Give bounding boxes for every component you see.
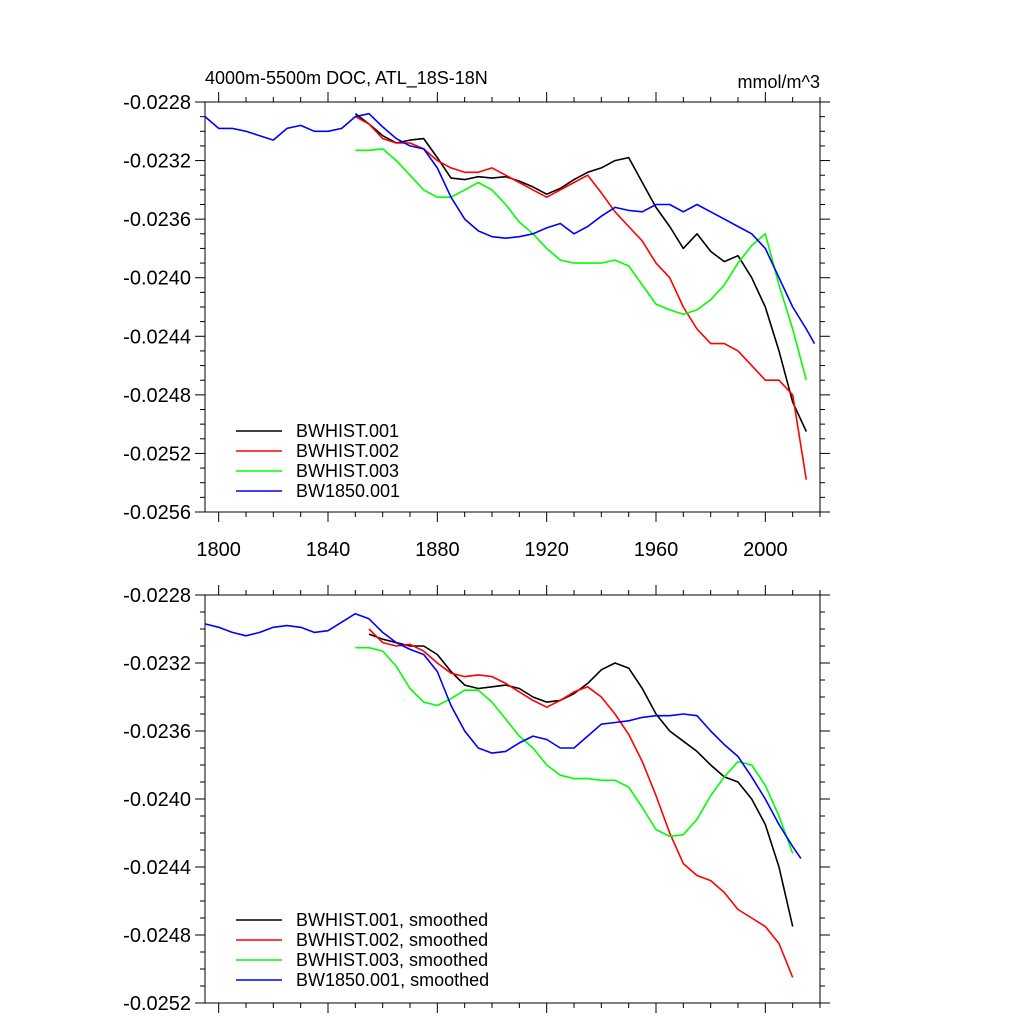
chart-units: mmol/m^3 [738, 72, 820, 92]
x-tick-label: 1880 [415, 539, 460, 561]
y-tick-label: -0.0252 [123, 443, 191, 465]
legend-label: BWHIST.002 [296, 441, 399, 461]
series-line-3 [355, 148, 808, 381]
series-line-3 [355, 646, 794, 854]
series-line-2 [354, 115, 808, 480]
legend-label: BWHIST.003, smoothed [296, 950, 488, 970]
series-line-4 [204, 612, 802, 859]
y-tick-label: -0.0244 [123, 326, 191, 348]
series-line-1 [368, 633, 794, 927]
y-tick-label: -0.0240 [123, 789, 191, 811]
chart-title: 4000m-5500m DOC, ATL_18S-18N [205, 68, 488, 89]
x-tick-label: 1800 [196, 539, 241, 561]
legend-label: BWHIST.001 [296, 421, 399, 441]
series-line-4 [204, 112, 816, 344]
y-tick-label: -0.0232 [123, 151, 191, 173]
legend-label: BW1850.001, smoothed [296, 970, 489, 990]
y-tick-label: -0.0228 [123, 585, 191, 607]
x-tick-label: 1840 [306, 539, 351, 561]
legend-label: BWHIST.001, smoothed [296, 910, 488, 930]
y-tick-label: -0.0240 [123, 268, 191, 290]
y-tick-label: -0.0256 [123, 502, 191, 524]
y-tick-label: -0.0252 [123, 993, 191, 1015]
y-tick-label: -0.0248 [123, 385, 191, 407]
y-tick-label: -0.0232 [123, 653, 191, 675]
x-tick-label: 1960 [634, 539, 679, 561]
x-tick-label: 1920 [524, 539, 569, 561]
chart-panel-2: -0.0228 -0.0232 -0.0236 -0.0240 -0.0244 -0.02… [123, 585, 830, 1015]
chart-panel-1: -0.0228 -0.0232 -0.0236 -0.0240 -0.0244 -0.02… [123, 68, 830, 561]
legend-label: BWHIST.003 [296, 461, 399, 481]
y-tick-label: -0.0228 [123, 92, 191, 114]
y-tick-label: -0.0236 [123, 721, 191, 743]
legend-label: BW1850.001 [296, 481, 400, 501]
y-tick-label: -0.0236 [123, 209, 191, 231]
series-line-1 [354, 113, 808, 432]
series-line-2 [368, 628, 794, 978]
y-tick-label: -0.0248 [123, 925, 191, 947]
y-tick-label: -0.0244 [123, 857, 191, 879]
x-tick-label: 2000 [743, 539, 788, 561]
legend-label: BWHIST.002, smoothed [296, 930, 488, 950]
